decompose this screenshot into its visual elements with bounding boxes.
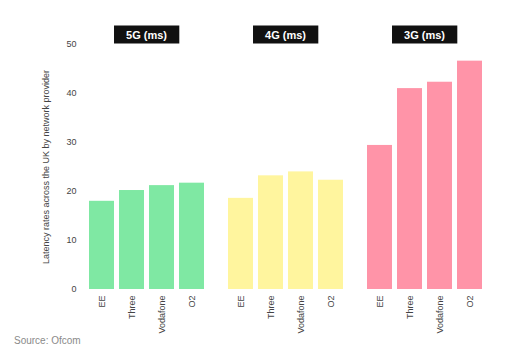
svg-text:EE: EE xyxy=(375,296,385,308)
svg-text:5G (ms): 5G (ms) xyxy=(126,29,167,41)
svg-text:Three: Three xyxy=(266,296,276,320)
svg-text:20: 20 xyxy=(66,186,76,196)
svg-text:O2: O2 xyxy=(326,296,336,308)
svg-text:Three: Three xyxy=(127,296,137,320)
svg-text:Vodafone: Vodafone xyxy=(157,296,167,334)
svg-text:EE: EE xyxy=(97,296,107,308)
svg-text:0: 0 xyxy=(71,284,76,294)
svg-text:50: 50 xyxy=(66,39,76,49)
svg-text:10: 10 xyxy=(66,235,76,245)
svg-text:4G (ms): 4G (ms) xyxy=(265,29,306,41)
svg-text:30: 30 xyxy=(66,137,76,147)
svg-text:Latency rates across the UK by: Latency rates across the UK by network p… xyxy=(41,70,51,264)
svg-text:EE: EE xyxy=(236,296,246,308)
svg-text:3G (ms): 3G (ms) xyxy=(404,29,445,41)
svg-text:Vodafone: Vodafone xyxy=(296,296,306,334)
html-text:Source: Ofcom: Source: Ofcom xyxy=(14,335,81,346)
svg-text:O2: O2 xyxy=(187,296,197,308)
svg-text:Three: Three xyxy=(405,296,415,320)
svg-text:Vodafone: Vodafone xyxy=(435,296,445,334)
svg-text:O2: O2 xyxy=(465,296,475,308)
svg-text:40: 40 xyxy=(66,88,76,98)
